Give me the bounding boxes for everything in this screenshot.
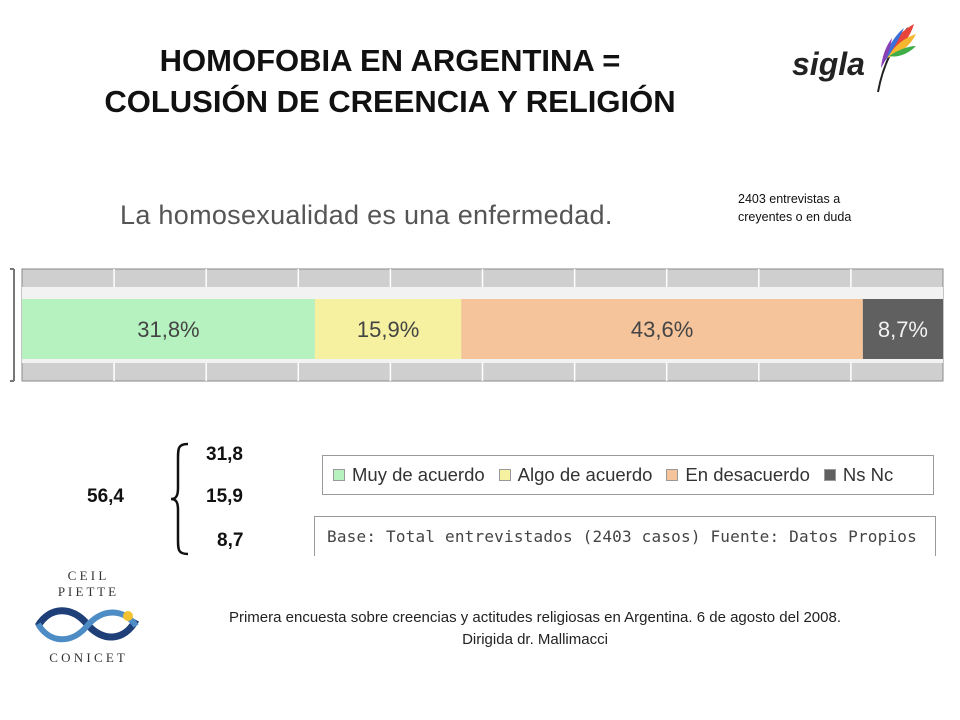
title-line-2: COLUSIÓN DE CREENCIA Y RELIGIÓN (104, 84, 676, 119)
sigla-logo-text: sigla (792, 46, 865, 82)
sample-note-line-2: creyentes o en duda (738, 210, 852, 224)
bar-label-en-desacuerdo: 43,6% (631, 317, 693, 342)
legend-item-algo-de-acuerdo: Algo de acuerdo (498, 464, 653, 486)
ceil-logo-line-3: C O N I C E T (49, 650, 125, 665)
bar-segment-muy-de-acuerdo (22, 299, 315, 359)
legend-item-ns-nc: Ns Nc (823, 464, 894, 486)
legend-swatch (498, 469, 511, 481)
ceil-logo-line-2: P I E T T E (58, 584, 116, 599)
sample-note: 2403 entrevistas a creyentes o en duda (738, 190, 888, 226)
title-line-1: HOMOFOBIA EN ARGENTINA = (159, 43, 621, 78)
summary-value-2: 15,9 (206, 486, 243, 507)
footer-citation: Primera encuesta sobre creencias y actit… (150, 607, 920, 651)
legend-item-muy-de-acuerdo: Muy de acuerdo (333, 464, 485, 486)
sum-value: 56,4 (87, 486, 124, 507)
ceil-piette-conicet-logo: C E I L P I E T T E C O N I C E T (35, 568, 140, 665)
stacked-bar-chart: 31,8% 15,9% 43,6% 8,7% (10, 268, 944, 382)
ceil-logo-line-1: C E I L (68, 568, 107, 583)
legend-swatch (823, 469, 836, 481)
summary-value-1: 31,8 (206, 444, 243, 465)
sample-note-line-1: 2403 entrevistas a (738, 192, 841, 206)
slide-title: HOMOFOBIA EN ARGENTINA = COLUSIÓN DE CRE… (30, 40, 750, 122)
legend-label: Algo de acuerdo (517, 464, 653, 485)
legend-item-en-desacuerdo: En desacuerdo (666, 464, 810, 486)
base-source-note: Base: Total entrevistados (2403 casos) F… (314, 516, 936, 556)
bar-segment-ns-nc (862, 299, 943, 359)
footer-line-1: Primera encuesta sobre creencias y actit… (228, 609, 842, 626)
grid-band (22, 287, 943, 299)
legend-label: Ns Nc (842, 464, 894, 485)
chart-legend: Muy de acuerdo Algo de acuerdo En desacu… (322, 455, 934, 495)
summary-value-3: 8,7 (217, 530, 244, 551)
sigla-logo: sigla (792, 24, 916, 93)
legend-label: Muy de acuerdo (352, 464, 485, 485)
bar-labels: 31,8% 15,9% 43,6% 8,7% (137, 317, 928, 342)
footer-line-2: Dirigida dr. Mallimacci (462, 631, 608, 648)
bar-label-ns-nc: 8,7% (878, 317, 928, 342)
legend-swatch (333, 469, 345, 481)
curly-brace (170, 442, 189, 556)
bar-segment-algo-de-acuerdo (314, 299, 462, 359)
legend-label: En desacuerdo (685, 464, 810, 485)
legend-swatch (666, 469, 679, 481)
chart-title: La homosexualidad es una enfermedad. (120, 200, 613, 230)
bar-segments (22, 299, 943, 359)
bar-label-muy-de-acuerdo: 31,8% (137, 317, 199, 342)
bar-label-algo-de-acuerdo: 15,9% (357, 317, 419, 342)
bar-segment-en-desacuerdo (461, 299, 863, 359)
